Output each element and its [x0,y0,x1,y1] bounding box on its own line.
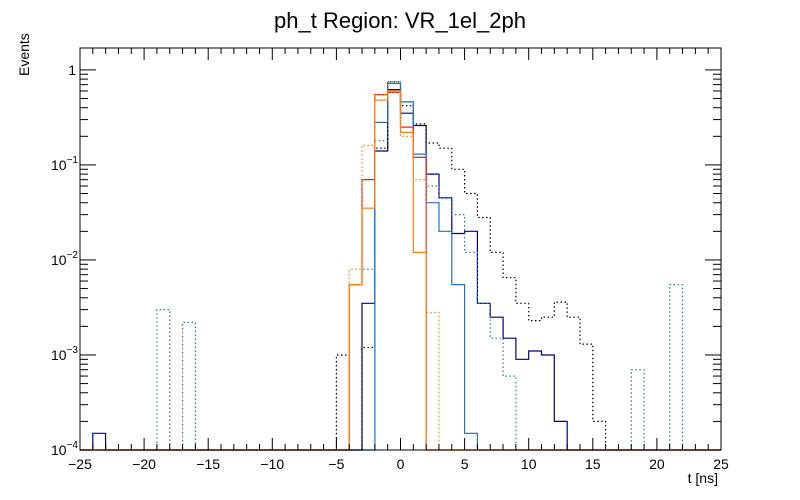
x-tick-label: 5 [461,456,469,472]
series-2-line [80,82,721,451]
series-4-line [80,91,721,451]
y-tick-label: 1 [68,62,76,78]
x-tick-label: 20 [649,456,665,472]
chart-title: ph_t Region: VR_1el_2ph [274,8,526,33]
x-axis-label: t [ns] [687,470,718,486]
x-tick-label: 10 [521,456,537,472]
y-tick-label: 10−1 [51,155,78,173]
series-0-line [80,89,721,451]
series-5-line [80,90,721,451]
x-tick-label: −15 [196,456,220,472]
x-tick-label: −5 [328,456,344,472]
series-6-line [80,91,721,451]
x-tick-label: 15 [585,456,601,472]
x-tick-label: 0 [397,456,405,472]
x-tick-label: 25 [713,456,729,472]
series-3-line [80,81,721,451]
y-tick-label: 10−3 [51,345,78,363]
series-1-line [80,81,721,451]
x-tick-label: −25 [68,456,92,472]
y-tick-label: 10−2 [51,250,78,268]
x-tick-label: −20 [132,456,156,472]
y-tick-label: 10−4 [51,440,78,458]
x-tick-label: −10 [260,456,284,472]
